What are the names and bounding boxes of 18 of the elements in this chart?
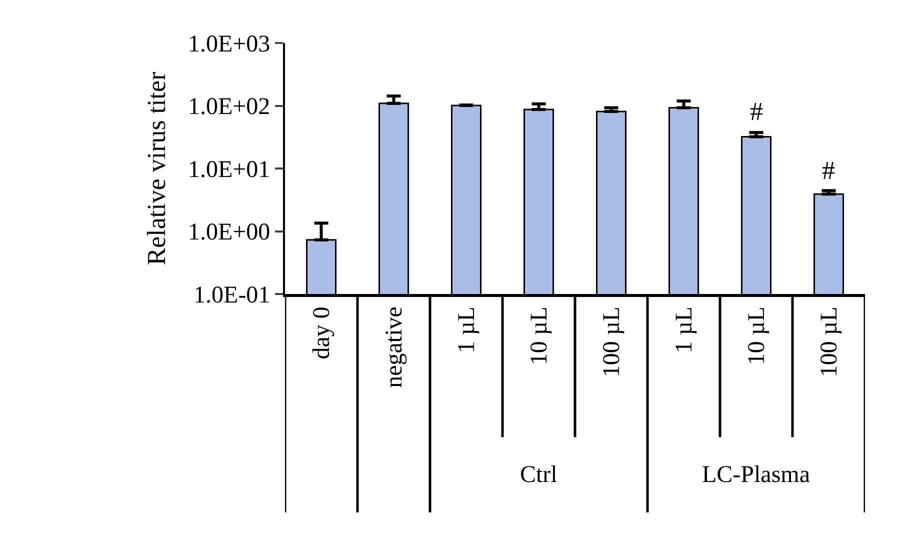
y-tick-label: 1.0E+01 [188,156,270,183]
annotation: # [750,97,763,126]
y-tick-label: 1.0E+03 [188,31,270,58]
y-tick-label: 1.0E-01 [194,282,270,308]
text: Ctrl [520,462,558,488]
y-tick-label: 1.0E+02 [188,94,270,120]
x-tick-label: 10 µL [744,306,770,366]
x-tick-label: 10 µL [526,306,553,366]
x-tick-label: day 0 [309,306,336,360]
x-tick-label: 1 µL [672,306,698,354]
y-tick-label: 1.0E+00 [188,220,270,246]
x-tick-label: 100 µL [816,306,843,378]
x-tick-label: 1 µL [454,306,480,354]
x-tick-label: 100 µL [599,306,626,378]
annotation: # [822,156,835,185]
x-tick-label: negative [382,306,408,388]
y-axis-title: Relative virus titer [142,71,171,266]
text: LC-Plasma [702,462,810,488]
